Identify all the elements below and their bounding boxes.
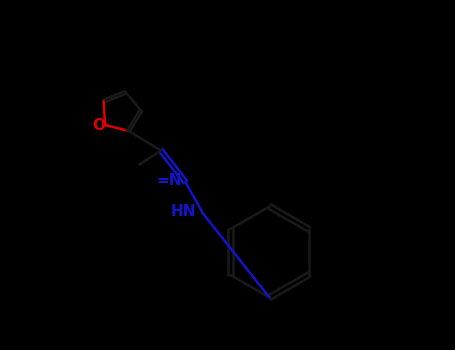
Text: =N: =N <box>156 173 182 188</box>
Text: O: O <box>92 118 106 133</box>
Text: HN: HN <box>171 204 197 219</box>
